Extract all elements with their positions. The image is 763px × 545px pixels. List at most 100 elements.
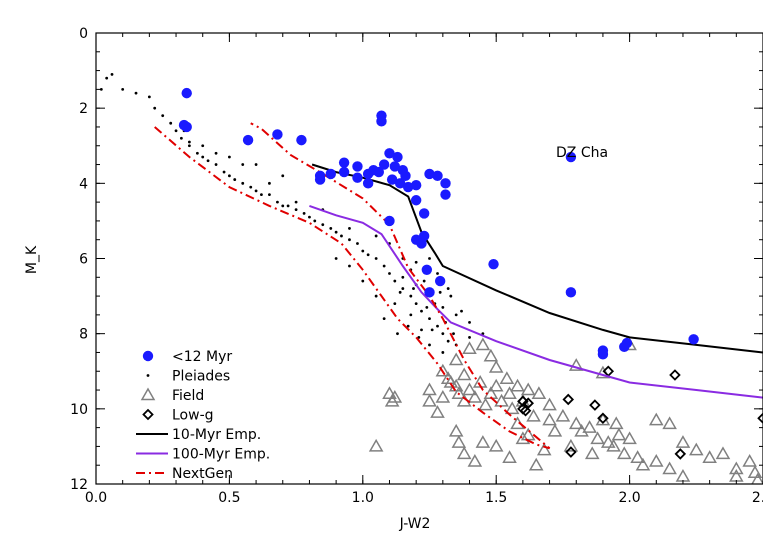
- series-2-point-32: [600, 435, 616, 448]
- series-2-point-20: [510, 378, 525, 392]
- series-1-point-7: [161, 114, 165, 118]
- legend-swatch-0: [142, 350, 154, 362]
- series-2-point-37: [635, 457, 651, 471]
- series-0-point-35: [440, 178, 451, 189]
- legend-swatch-1: [146, 374, 150, 377]
- series-1-point-60: [409, 313, 413, 317]
- series-2-point-66: [443, 375, 459, 388]
- axis-ticks: 0.0 0.5 1.0 1.5 2.0 2.5 0 2 4 6 8 10 12: [70, 26, 763, 506]
- series-1-point-28: [302, 212, 306, 215]
- series-0-point-26: [400, 170, 411, 182]
- series-3-point-3: [522, 397, 534, 409]
- series-2-point-44: [742, 453, 757, 467]
- series-1-point-5: [147, 95, 151, 99]
- series-1-point-65: [361, 279, 365, 283]
- series-0-point-34: [432, 170, 443, 182]
- series-1-point-46: [420, 309, 423, 313]
- series-0-point-38: [416, 238, 427, 249]
- series-1-point-63: [382, 317, 386, 321]
- series-1-point-80: [201, 144, 205, 148]
- x-tick-label-5: 2.5: [752, 490, 763, 506]
- series-1-point-83: [241, 163, 245, 166]
- series-2-point-46: [448, 423, 464, 437]
- series-2-point-72: [689, 442, 704, 456]
- series-2-point-22: [520, 382, 536, 396]
- series-0-point-39: [421, 264, 433, 275]
- series-2-point-63: [448, 352, 464, 366]
- series-1-point-55: [454, 313, 458, 317]
- series-2-point-69: [648, 412, 664, 426]
- series-0-point-41: [434, 275, 446, 287]
- series-3-point-2: [519, 404, 532, 417]
- series-2-point-80: [584, 446, 600, 460]
- series-3-point-12: [757, 412, 763, 425]
- series-1-point-11: [187, 144, 191, 148]
- series-1-point-20: [249, 185, 253, 189]
- series-1-point-71: [468, 336, 471, 339]
- series-1-point-3: [121, 87, 125, 91]
- series-line-5: [309, 204, 763, 399]
- series-1-point-25: [281, 204, 285, 208]
- series-0-point-4: [272, 129, 283, 140]
- series-1-point-15: [214, 163, 218, 166]
- series-2-point-27: [568, 416, 584, 430]
- series-0-point-33: [424, 168, 435, 180]
- series-1-point-27: [294, 208, 298, 212]
- series-0-point-8: [325, 168, 336, 180]
- series-2-point-42: [715, 446, 731, 460]
- series-2-point-52: [502, 450, 517, 463]
- y-axis-title: M_K: [24, 245, 40, 274]
- series-2-point-3: [387, 390, 403, 403]
- series-2-point-18: [502, 386, 517, 400]
- series-0-point-44: [565, 287, 577, 298]
- series-1-point-54: [441, 305, 445, 309]
- series-1-point-43: [401, 287, 405, 290]
- series-2-point-55: [542, 412, 557, 426]
- x-tick-label-4: 2.0: [618, 490, 640, 506]
- y-tick-label-5: 10: [70, 402, 88, 418]
- series-1-point-84: [268, 181, 271, 185]
- series-0-point-43: [565, 151, 577, 163]
- x-tick-label-3: 1.5: [485, 490, 507, 506]
- series-0-point-7: [314, 170, 326, 182]
- series-3-point-5: [565, 446, 577, 458]
- series-0-point-19: [378, 159, 390, 170]
- series-1-point-100: [425, 305, 429, 309]
- series-1-point-0: [99, 87, 103, 91]
- series-2-point-24: [531, 386, 547, 400]
- y-tick-label-2: 4: [79, 176, 88, 192]
- legend-label-2: Field: [172, 388, 204, 404]
- series-1-point-4: [134, 91, 138, 95]
- series-1-point-21: [254, 189, 258, 193]
- series-1-point-49: [441, 332, 445, 336]
- series-2-point-77: [536, 442, 552, 456]
- series-2-point-25: [542, 397, 557, 411]
- series-0-point-36: [440, 189, 451, 200]
- series-1-point-40: [382, 264, 386, 268]
- series-3-point-7: [597, 412, 609, 425]
- series-1-point-61: [420, 328, 423, 332]
- series-0-point-46: [597, 349, 609, 360]
- series-2-point-65: [456, 367, 472, 381]
- series-1-point-39: [374, 257, 378, 260]
- y-tick-label-3: 6: [79, 252, 88, 268]
- series-1-point-14: [206, 159, 210, 163]
- series-2-point-26: [555, 408, 571, 422]
- series-2-point-38: [648, 453, 664, 467]
- y-tick-label-1: 2: [79, 101, 88, 117]
- series-line-6: [154, 122, 551, 450]
- series-1-point-73: [414, 260, 418, 264]
- series-1-point-18: [233, 178, 237, 181]
- series-1-point-62: [393, 302, 397, 305]
- series-1-point-2: [110, 72, 114, 76]
- series-2-point-8: [451, 386, 467, 400]
- series-1-point-59: [446, 287, 450, 290]
- legend-label-6: NextGen: [172, 466, 233, 482]
- series-2-point-29: [582, 420, 597, 433]
- series-2-point-70: [662, 416, 677, 430]
- series-2-point-7: [448, 378, 464, 392]
- series-1-point-69: [441, 351, 445, 354]
- series-0-point-10: [338, 157, 350, 168]
- series-1-point-17: [228, 174, 231, 178]
